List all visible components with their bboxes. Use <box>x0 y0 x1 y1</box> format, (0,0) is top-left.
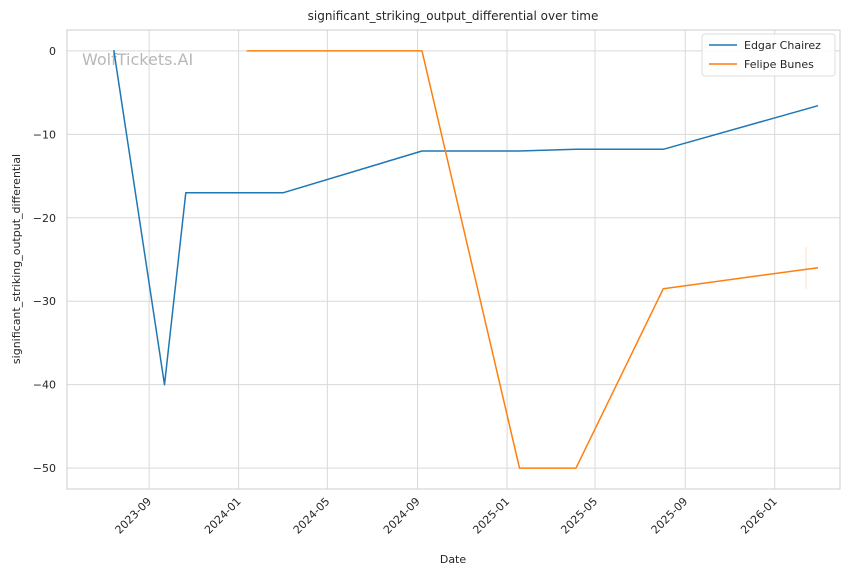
series-line-1 <box>246 50 819 469</box>
chart-title: significant_striking_output_differential… <box>308 9 599 23</box>
watermark-text: WolfTickets.AI <box>82 50 193 69</box>
x-tick-label: 2025-09 <box>649 495 691 537</box>
x-tick-labels: 2023-09 2024-01 2024-05 2024-09 2025-01 2025-… <box>113 495 780 537</box>
legend: Edgar Chairez Felipe Bunes <box>701 33 836 77</box>
x-tick-label: 2026-01 <box>738 495 780 537</box>
y-tick-label: 0 <box>49 45 56 58</box>
x-tick-label: 2025-05 <box>558 495 600 537</box>
legend-label-edgar: Edgar Chairez <box>744 39 821 52</box>
x-tick-label: 2024-01 <box>202 495 244 537</box>
x-tick-label: 2024-09 <box>381 495 423 537</box>
series-lines <box>113 50 819 469</box>
plot-frame <box>66 29 841 490</box>
y-tick-label: −40 <box>33 379 56 392</box>
legend-label-felipe: Felipe Bunes <box>744 58 814 71</box>
series-line-0 <box>113 50 819 386</box>
y-tick-label: −20 <box>33 212 56 225</box>
y-tick-labels: 0 −10 −20 −30 −40 −50 <box>33 45 56 475</box>
x-tick-label: 2023-09 <box>113 495 155 537</box>
y-tick-label: −30 <box>33 295 56 308</box>
y-tick-label: −50 <box>33 462 56 475</box>
grid-lines <box>67 30 840 489</box>
y-tick-label: −10 <box>33 128 56 141</box>
x-axis-label: Date <box>440 553 467 566</box>
y-axis-label: significant_striking_output_differential <box>10 154 23 364</box>
x-tick-label: 2025-01 <box>470 495 512 537</box>
x-tick-label: 2024-05 <box>291 495 333 537</box>
